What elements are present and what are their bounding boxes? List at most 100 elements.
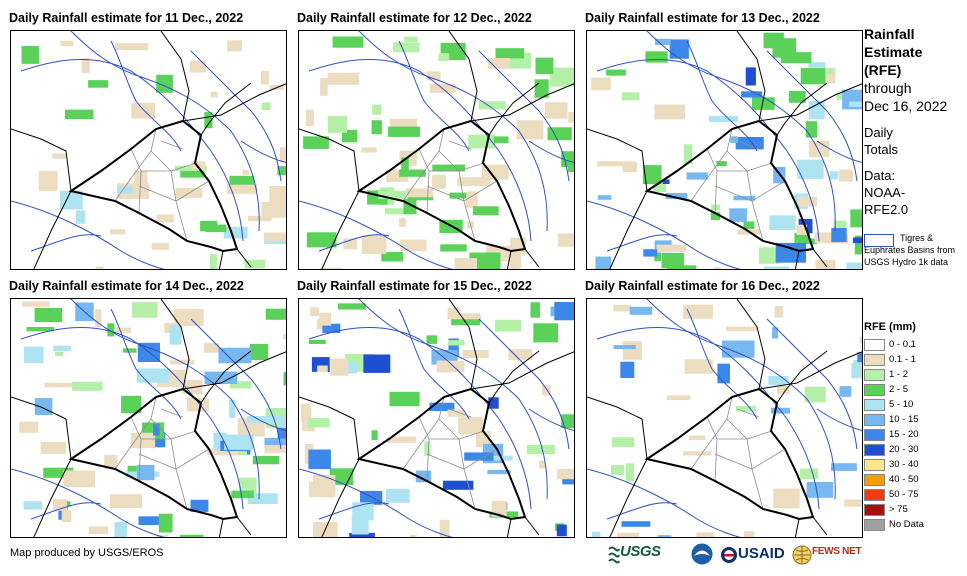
iraq-border (356, 119, 527, 253)
legend-swatch (864, 489, 885, 501)
panel-title: Daily Rainfall estimate for 14 Dec., 202… (9, 279, 244, 293)
rainfall-cell (63, 470, 95, 488)
rainfall-cell (797, 159, 824, 179)
rainfall-cell (261, 102, 271, 111)
rainfall-cell (21, 46, 39, 64)
rainfall-cell (466, 191, 478, 208)
rainfall-cell (231, 490, 254, 499)
rainfall-cell (263, 232, 286, 242)
rainfall-cell (781, 52, 812, 64)
rainfall-cell (283, 372, 286, 386)
rainfall-cell (447, 313, 480, 320)
rainfall-cell (189, 60, 206, 73)
rainfall-cell (180, 534, 204, 537)
rainfall-cell (114, 522, 128, 537)
rainfall-cell (277, 427, 286, 439)
legend-row: 20 - 30 (864, 443, 964, 458)
rainfall-cell (310, 307, 319, 317)
legend-swatch (864, 384, 885, 396)
rainfall-cell (544, 102, 568, 119)
rainfall-cell (481, 164, 509, 180)
rainfall-cell (306, 232, 337, 248)
rainfall-cell (857, 352, 862, 363)
through-line: through (864, 80, 912, 96)
rainfall-cell (279, 416, 286, 436)
rainfall-map (10, 30, 287, 270)
rainfall-cell (539, 460, 546, 469)
rainfall-cell (549, 67, 574, 87)
legend-label: 50 - 75 (889, 489, 919, 500)
rainfall-cell (654, 104, 685, 120)
rainfall-cell (104, 455, 118, 469)
rainfall-cell (153, 423, 160, 436)
rainfall-cell (491, 500, 507, 517)
totals-line: Totals (864, 142, 898, 157)
title-line: Estimate (864, 44, 923, 60)
usaid-seal-icon (721, 547, 737, 563)
rainfall-cell (665, 192, 688, 200)
rainfall-cell (38, 171, 58, 191)
rainfall-cell (666, 395, 691, 401)
legend-swatch (864, 519, 885, 531)
rainfall-cell (43, 467, 74, 478)
rainfall-cell (487, 470, 511, 475)
iraq-border (644, 387, 815, 521)
usaid-wordmark: USAID (738, 545, 785, 562)
fewsnet-globe-icon (792, 545, 812, 565)
iraq-border (356, 387, 527, 521)
rainfall-cell (23, 501, 43, 510)
usgs-wordmark: USGS (620, 543, 661, 560)
rainfall-cell (850, 209, 862, 228)
rainfall-cell (384, 208, 410, 215)
noaa-logo (690, 542, 716, 568)
rainfall-cell (60, 40, 74, 47)
rainfall-cell (568, 165, 574, 173)
totals-line: Daily (864, 125, 893, 140)
rainfall-cell (438, 53, 450, 61)
legend-label: 0.1 - 1 (889, 354, 916, 365)
rainfall-cell (839, 169, 854, 182)
rainfall-cell (432, 164, 466, 172)
rainfall-cell (796, 224, 807, 235)
rainfall-cell (156, 534, 168, 537)
rainfall-cell (60, 190, 83, 210)
province-boundaries (690, 396, 786, 510)
rainfall-cell (622, 341, 642, 360)
iraq-border (68, 387, 239, 521)
rainfall-cell (242, 169, 250, 175)
rainfall-cell (260, 70, 269, 85)
rainfall-cell (511, 259, 519, 269)
rainfall-cell (248, 215, 272, 222)
rainfall-cell (405, 188, 433, 198)
rainfall-cell (169, 325, 182, 345)
rainfall-cell (389, 391, 420, 407)
rainfall-cell (743, 221, 755, 229)
legend-row: 30 - 40 (864, 458, 964, 473)
rainfall-cell (839, 386, 852, 397)
rainfall-cell (826, 68, 834, 74)
rainfall-cell (806, 482, 834, 498)
legend-swatch (864, 504, 885, 516)
rainfall-cell (360, 490, 383, 505)
rainfall-cell (174, 308, 204, 327)
rainfall-cell (806, 121, 817, 138)
rainfall-cell (561, 151, 574, 167)
rainfall-cell (852, 237, 862, 244)
legend-swatch (864, 429, 885, 441)
rainfall-cell (319, 312, 332, 326)
rainfall-cell (859, 336, 862, 344)
legend-swatch (864, 354, 885, 366)
rainfall-cell (558, 233, 574, 247)
rainfall-cell (131, 103, 156, 119)
rainfall-cell (682, 451, 712, 456)
rainfall-cell (808, 100, 825, 120)
rainfall-map (10, 298, 287, 538)
rainfall-cell (88, 80, 109, 88)
rainfall-cell (409, 534, 417, 537)
rainfall-cell (617, 532, 640, 537)
rainfall-cell (277, 166, 286, 176)
rainfall-cell (122, 348, 137, 353)
rainfall-field (21, 40, 286, 269)
rainfall-cell (454, 258, 477, 269)
rainfall-cell (424, 441, 431, 456)
